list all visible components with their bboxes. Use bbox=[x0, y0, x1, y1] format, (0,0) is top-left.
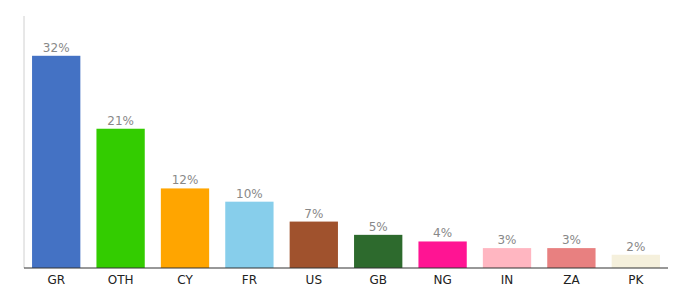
x-tick-label: IN bbox=[501, 273, 514, 287]
bar bbox=[418, 241, 466, 268]
x-tick-label: GR bbox=[47, 273, 65, 287]
data-label: 3% bbox=[562, 233, 581, 247]
data-label: 21% bbox=[107, 114, 134, 128]
data-label: 7% bbox=[304, 207, 323, 221]
bar bbox=[354, 235, 402, 268]
data-label: 3% bbox=[497, 233, 516, 247]
data-label: 10% bbox=[236, 187, 263, 201]
bar bbox=[547, 248, 595, 268]
data-label: 2% bbox=[626, 240, 645, 254]
bars bbox=[32, 56, 660, 268]
bar bbox=[32, 56, 80, 268]
data-label: 5% bbox=[369, 220, 388, 234]
bar bbox=[290, 222, 338, 268]
x-tick-label: ZA bbox=[563, 273, 580, 287]
bar bbox=[161, 188, 209, 268]
x-tick-label: US bbox=[306, 273, 322, 287]
chart: GR 32% OTH 21% CY 12% FR 10% US 7% GB 5% NG 4% IN 3% ZA 3… bbox=[0, 0, 680, 300]
labels: GR 32% OTH 21% CY 12% FR 10% US 7% GB 5% NG 4% IN 3% ZA 3… bbox=[43, 41, 645, 287]
x-tick-label: NG bbox=[433, 273, 451, 287]
bar bbox=[612, 255, 660, 268]
bar bbox=[225, 202, 273, 268]
data-label: 4% bbox=[433, 226, 452, 240]
bar bbox=[483, 248, 531, 268]
chart-container: GR 32% OTH 21% CY 12% FR 10% US 7% GB 5% NG 4% IN 3% ZA 3… bbox=[0, 0, 680, 300]
bar bbox=[96, 129, 144, 268]
x-tick-label: OTH bbox=[108, 273, 134, 287]
y-axis-line bbox=[24, 16, 25, 268]
x-tick-label: FR bbox=[242, 273, 257, 287]
x-tick-label: GB bbox=[369, 273, 387, 287]
data-label: 12% bbox=[172, 173, 199, 187]
x-tick-label: PK bbox=[628, 273, 644, 287]
x-axis-line bbox=[24, 267, 668, 268]
data-label: 32% bbox=[43, 41, 70, 55]
x-tick-label: CY bbox=[177, 273, 193, 287]
